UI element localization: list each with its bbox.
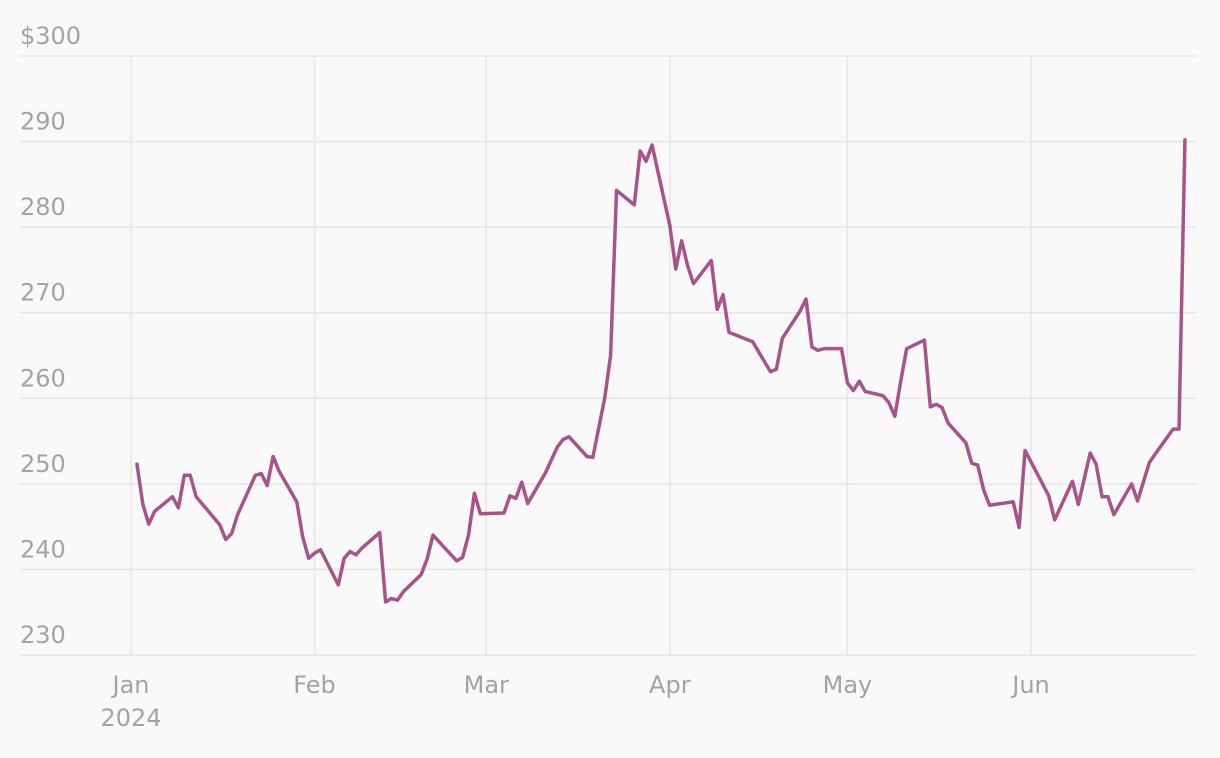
y-tick-label: 280 xyxy=(20,193,66,221)
y-tick-label: 240 xyxy=(20,535,66,563)
y-tick-label: 230 xyxy=(20,621,66,649)
x-tick-label: Jan xyxy=(111,671,150,699)
x-tick-label: May xyxy=(823,671,873,699)
y-tick-label: $300 xyxy=(20,22,81,50)
x-tick-label: Apr xyxy=(649,671,691,699)
x-tick-label: Feb xyxy=(293,671,336,699)
y-tick-label: 290 xyxy=(20,108,66,136)
x-tick-label: Jun xyxy=(1010,671,1050,699)
year-label: 2024 xyxy=(100,704,161,732)
y-tick-label: 250 xyxy=(20,450,66,478)
y-tick-label: 270 xyxy=(20,279,66,307)
price-line xyxy=(135,138,1187,604)
y-tick-label: 260 xyxy=(20,364,66,392)
x-tick-label: Mar xyxy=(464,671,509,699)
